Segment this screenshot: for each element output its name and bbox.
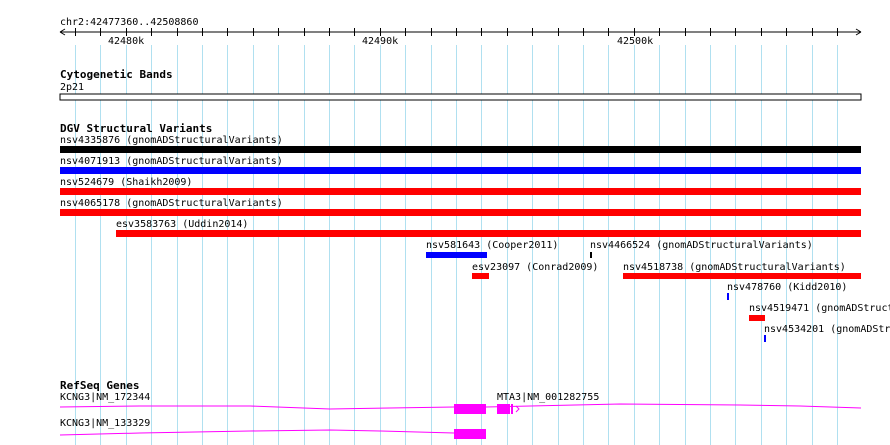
variant-label: nsv4071913 (gnomADStructuralVariants) bbox=[60, 156, 283, 167]
variant-label: nsv4065178 (gnomADStructuralVariants) bbox=[60, 198, 283, 209]
variant-feature[interactable] bbox=[727, 293, 729, 300]
variant-label: esv3583763 (Uddin2014) bbox=[116, 219, 248, 230]
dgv-track[interactable]: DGV Structural Variants nsv4335876 (gnom… bbox=[60, 122, 890, 342]
gene-exon[interactable] bbox=[497, 404, 510, 414]
ruler-right-arrow bbox=[855, 28, 862, 36]
ruler-tick-label: 42500k bbox=[617, 36, 653, 47]
gene-intron-line bbox=[485, 403, 862, 409]
variant-label: nsv524679 (Shaikh2009) bbox=[60, 177, 192, 188]
ruler-track: chr2:42477360..42508860 42480k 42490k 42… bbox=[59, 17, 862, 47]
variant-label: nsv4335876 (gnomADStructuralVariants) bbox=[60, 135, 283, 146]
cytoband-track[interactable]: Cytogenetic Bands 2p21 bbox=[59, 68, 862, 101]
gene-label: KCNG3|NM_172344 bbox=[60, 392, 150, 403]
ruler-tick-label: 42480k bbox=[108, 36, 144, 47]
variant-label: nsv581643 (Cooper2011) bbox=[426, 240, 558, 251]
refseq-track[interactable]: RefSeq Genes KCNG3|NM_172344 MTA3|NM_001… bbox=[59, 379, 862, 439]
variant-feature[interactable] bbox=[472, 273, 489, 279]
grid-lines bbox=[75, 45, 838, 445]
location-label: chr2:42477360..42508860 bbox=[60, 17, 198, 28]
cytoband-feature[interactable] bbox=[59, 93, 862, 101]
gene-label: MTA3|NM_001282755 bbox=[497, 392, 599, 403]
variant-feature[interactable] bbox=[60, 146, 861, 153]
variant-label: nsv478760 (Kidd2010) bbox=[727, 282, 847, 293]
variant-label: nsv4518738 (gnomADStructuralVariants) bbox=[623, 262, 846, 273]
gene-intron-line bbox=[59, 405, 455, 410]
variant-label: esv23097 (Conrad2009) bbox=[472, 262, 598, 273]
variant-feature[interactable] bbox=[60, 209, 861, 216]
variant-feature[interactable] bbox=[749, 315, 765, 321]
variant-label: nsv4519471 (gnomADStruct bbox=[749, 303, 890, 314]
variant-feature[interactable] bbox=[60, 188, 861, 195]
gene-label: KCNG3|NM_133329 bbox=[60, 418, 150, 429]
gene-exon[interactable] bbox=[454, 429, 486, 439]
variant-feature[interactable] bbox=[623, 273, 861, 279]
track-title: RefSeq Genes bbox=[60, 379, 139, 392]
ruler-left-arrow bbox=[59, 28, 66, 36]
gene-exon[interactable] bbox=[454, 404, 486, 414]
variant-feature[interactable] bbox=[764, 335, 766, 342]
track-title: DGV Structural Variants bbox=[60, 122, 212, 135]
variant-label: nsv4466524 (gnomADStructuralVariants) bbox=[590, 240, 813, 251]
cytoband-label: 2p21 bbox=[60, 82, 84, 93]
variant-label: nsv4534201 (gnomADStr bbox=[764, 324, 890, 335]
ruler-minor-ticks bbox=[75, 28, 838, 36]
gene-exon[interactable] bbox=[511, 404, 513, 414]
gene-strand-arrow bbox=[515, 405, 520, 413]
variant-feature[interactable] bbox=[60, 167, 861, 174]
ruler-tick-label: 42490k bbox=[362, 36, 398, 47]
variant-feature[interactable] bbox=[426, 252, 487, 258]
gene-intron-line bbox=[59, 429, 455, 436]
variant-feature[interactable] bbox=[116, 230, 861, 237]
track-title: Cytogenetic Bands bbox=[60, 68, 173, 81]
variant-feature[interactable] bbox=[590, 252, 592, 258]
